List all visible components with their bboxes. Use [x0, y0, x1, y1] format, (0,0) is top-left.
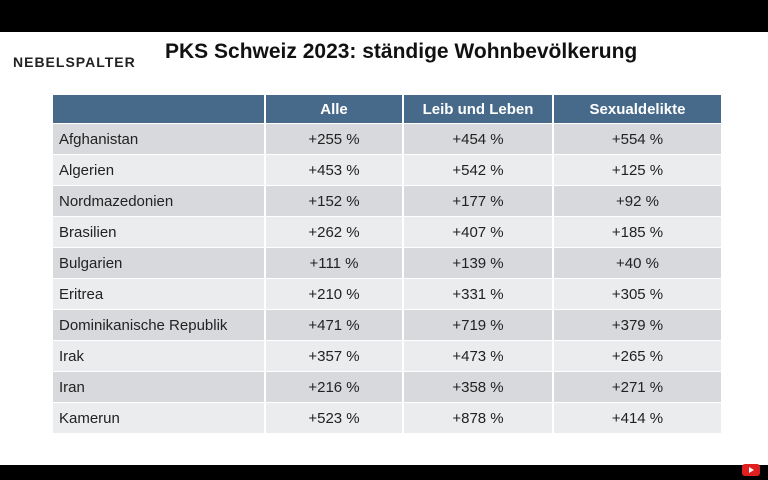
table-row: Nordmazedonien +152 % +177 % +92 %	[53, 185, 721, 217]
header-country	[53, 95, 266, 124]
cell-sexualdelikte: +379 %	[553, 309, 721, 341]
cell-sexualdelikte: +92 %	[553, 185, 721, 217]
cell-alle: +471 %	[265, 309, 404, 341]
cell-alle: +216 %	[265, 371, 404, 403]
table-row: Brasilien +262 % +407 % +185 %	[53, 216, 721, 248]
cell-sexualdelikte: +271 %	[553, 371, 721, 403]
header-alle: Alle	[265, 95, 404, 124]
slide: NEBELSPALTER PKS Schweiz 2023: ständige …	[0, 32, 768, 465]
cell-country: Eritrea	[53, 278, 266, 310]
cell-leib-und-leben: +719 %	[403, 309, 554, 341]
cell-alle: +152 %	[265, 185, 404, 217]
header-sexualdelikte: Sexualdelikte	[553, 95, 721, 124]
cell-alle: +255 %	[265, 123, 404, 155]
cell-country: Dominikanische Republik	[53, 309, 266, 341]
table-header-row: Alle Leib und Leben Sexualdelikte	[53, 95, 721, 124]
cell-country: Irak	[53, 340, 266, 372]
cell-leib-und-leben: +331 %	[403, 278, 554, 310]
statistics-table: Alle Leib und Leben Sexualdelikte Afghan…	[53, 95, 721, 433]
cell-sexualdelikte: +40 %	[553, 247, 721, 279]
cell-country: Algerien	[53, 154, 266, 186]
cell-sexualdelikte: +265 %	[553, 340, 721, 372]
cell-leib-und-leben: +139 %	[403, 247, 554, 279]
table-row: Bulgarien +111 % +139 % +40 %	[53, 247, 721, 279]
cell-country: Nordmazedonien	[53, 185, 266, 217]
cell-sexualdelikte: +414 %	[553, 402, 721, 433]
youtube-icon[interactable]	[742, 464, 760, 476]
cell-country: Kamerun	[53, 402, 266, 433]
cell-sexualdelikte: +554 %	[553, 123, 721, 155]
cell-country: Iran	[53, 371, 266, 403]
cell-sexualdelikte: +185 %	[553, 216, 721, 248]
cell-sexualdelikte: +305 %	[553, 278, 721, 310]
table-row: Irak +357 % +473 % +265 %	[53, 340, 721, 372]
table-row: Eritrea +210 % +331 % +305 %	[53, 278, 721, 310]
cell-country: Brasilien	[53, 216, 266, 248]
cell-leib-und-leben: +473 %	[403, 340, 554, 372]
cell-alle: +523 %	[265, 402, 404, 433]
header-leib-und-leben: Leib und Leben	[403, 95, 554, 124]
table-row: Afghanistan +255 % +454 % +554 %	[53, 123, 721, 155]
cell-alle: +357 %	[265, 340, 404, 372]
cell-country: Bulgarien	[53, 247, 266, 279]
nebelspalter-logo: NEBELSPALTER	[13, 54, 136, 70]
cell-leib-und-leben: +454 %	[403, 123, 554, 155]
cell-leib-und-leben: +358 %	[403, 371, 554, 403]
cell-sexualdelikte: +125 %	[553, 154, 721, 186]
cell-leib-und-leben: +177 %	[403, 185, 554, 217]
cell-leib-und-leben: +542 %	[403, 154, 554, 186]
slide-title: PKS Schweiz 2023: ständige Wohnbevölkeru…	[165, 40, 638, 63]
table-row: Kamerun +523 % +878 % +414 %	[53, 402, 721, 433]
table-row: Algerien +453 % +542 % +125 %	[53, 154, 721, 186]
cell-alle: +111 %	[265, 247, 404, 279]
cell-leib-und-leben: +407 %	[403, 216, 554, 248]
table-row: Dominikanische Republik +471 % +719 % +379 …	[53, 309, 721, 341]
table-row: Iran +216 % +358 % +271 %	[53, 371, 721, 403]
cell-alle: +453 %	[265, 154, 404, 186]
cell-leib-und-leben: +878 %	[403, 402, 554, 433]
cell-alle: +262 %	[265, 216, 404, 248]
cell-alle: +210 %	[265, 278, 404, 310]
cell-country: Afghanistan	[53, 123, 266, 155]
